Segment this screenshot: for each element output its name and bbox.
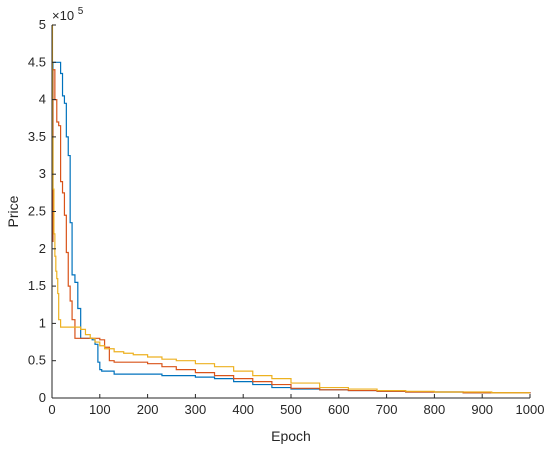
series-line-1 <box>52 61 531 394</box>
series-line-2 <box>52 69 531 394</box>
y-tick-label: 3.5 <box>28 129 46 144</box>
y-axis-title: Price <box>5 195 21 227</box>
y-exponent-base: ×10 <box>52 8 74 23</box>
y-tick-label: 0 <box>39 390 46 405</box>
y-axis-exponent: ×10 5 <box>52 6 84 23</box>
y-tick-label: 2.5 <box>28 204 46 219</box>
x-tick-label: 500 <box>280 402 302 417</box>
x-tick-label: 0 <box>48 402 55 417</box>
x-tick-label: 1000 <box>516 402 545 417</box>
x-tick-label: 800 <box>424 402 446 417</box>
x-tick-label: 200 <box>137 402 159 417</box>
x-tick-label: 100 <box>89 402 111 417</box>
x-tick-label: 700 <box>376 402 398 417</box>
x-tick-label: 400 <box>232 402 254 417</box>
x-axis-ticks: 0 100 200 300 400 500 600 700 800 900 1000 <box>48 394 544 417</box>
y-tick-label: 4.5 <box>28 54 46 69</box>
y-tick-label: 1 <box>39 315 46 330</box>
axes: 0 100 200 300 400 500 600 700 800 900 1000 0 0.5 1 1.… <box>28 17 545 417</box>
x-tick-label: 300 <box>185 402 207 417</box>
series-line-3 <box>51 24 530 394</box>
y-tick-label: 0.5 <box>28 353 46 368</box>
y-axis-ticks: 0 0.5 1 1.5 2 2.5 3 3.5 4 4.5 5 <box>28 17 56 405</box>
y-tick-label: 1.5 <box>28 278 46 293</box>
x-tick-label: 600 <box>328 402 350 417</box>
x-tick-label: 900 <box>471 402 493 417</box>
series-group <box>51 24 531 394</box>
y-tick-label: 4 <box>39 92 46 107</box>
y-tick-label: 5 <box>39 17 46 32</box>
x-axis-title: Epoch <box>271 428 311 444</box>
plot-area <box>51 24 531 394</box>
y-tick-label: 2 <box>39 241 46 256</box>
y-tick-label: 3 <box>39 166 46 181</box>
y-exponent-power: 5 <box>78 6 84 17</box>
